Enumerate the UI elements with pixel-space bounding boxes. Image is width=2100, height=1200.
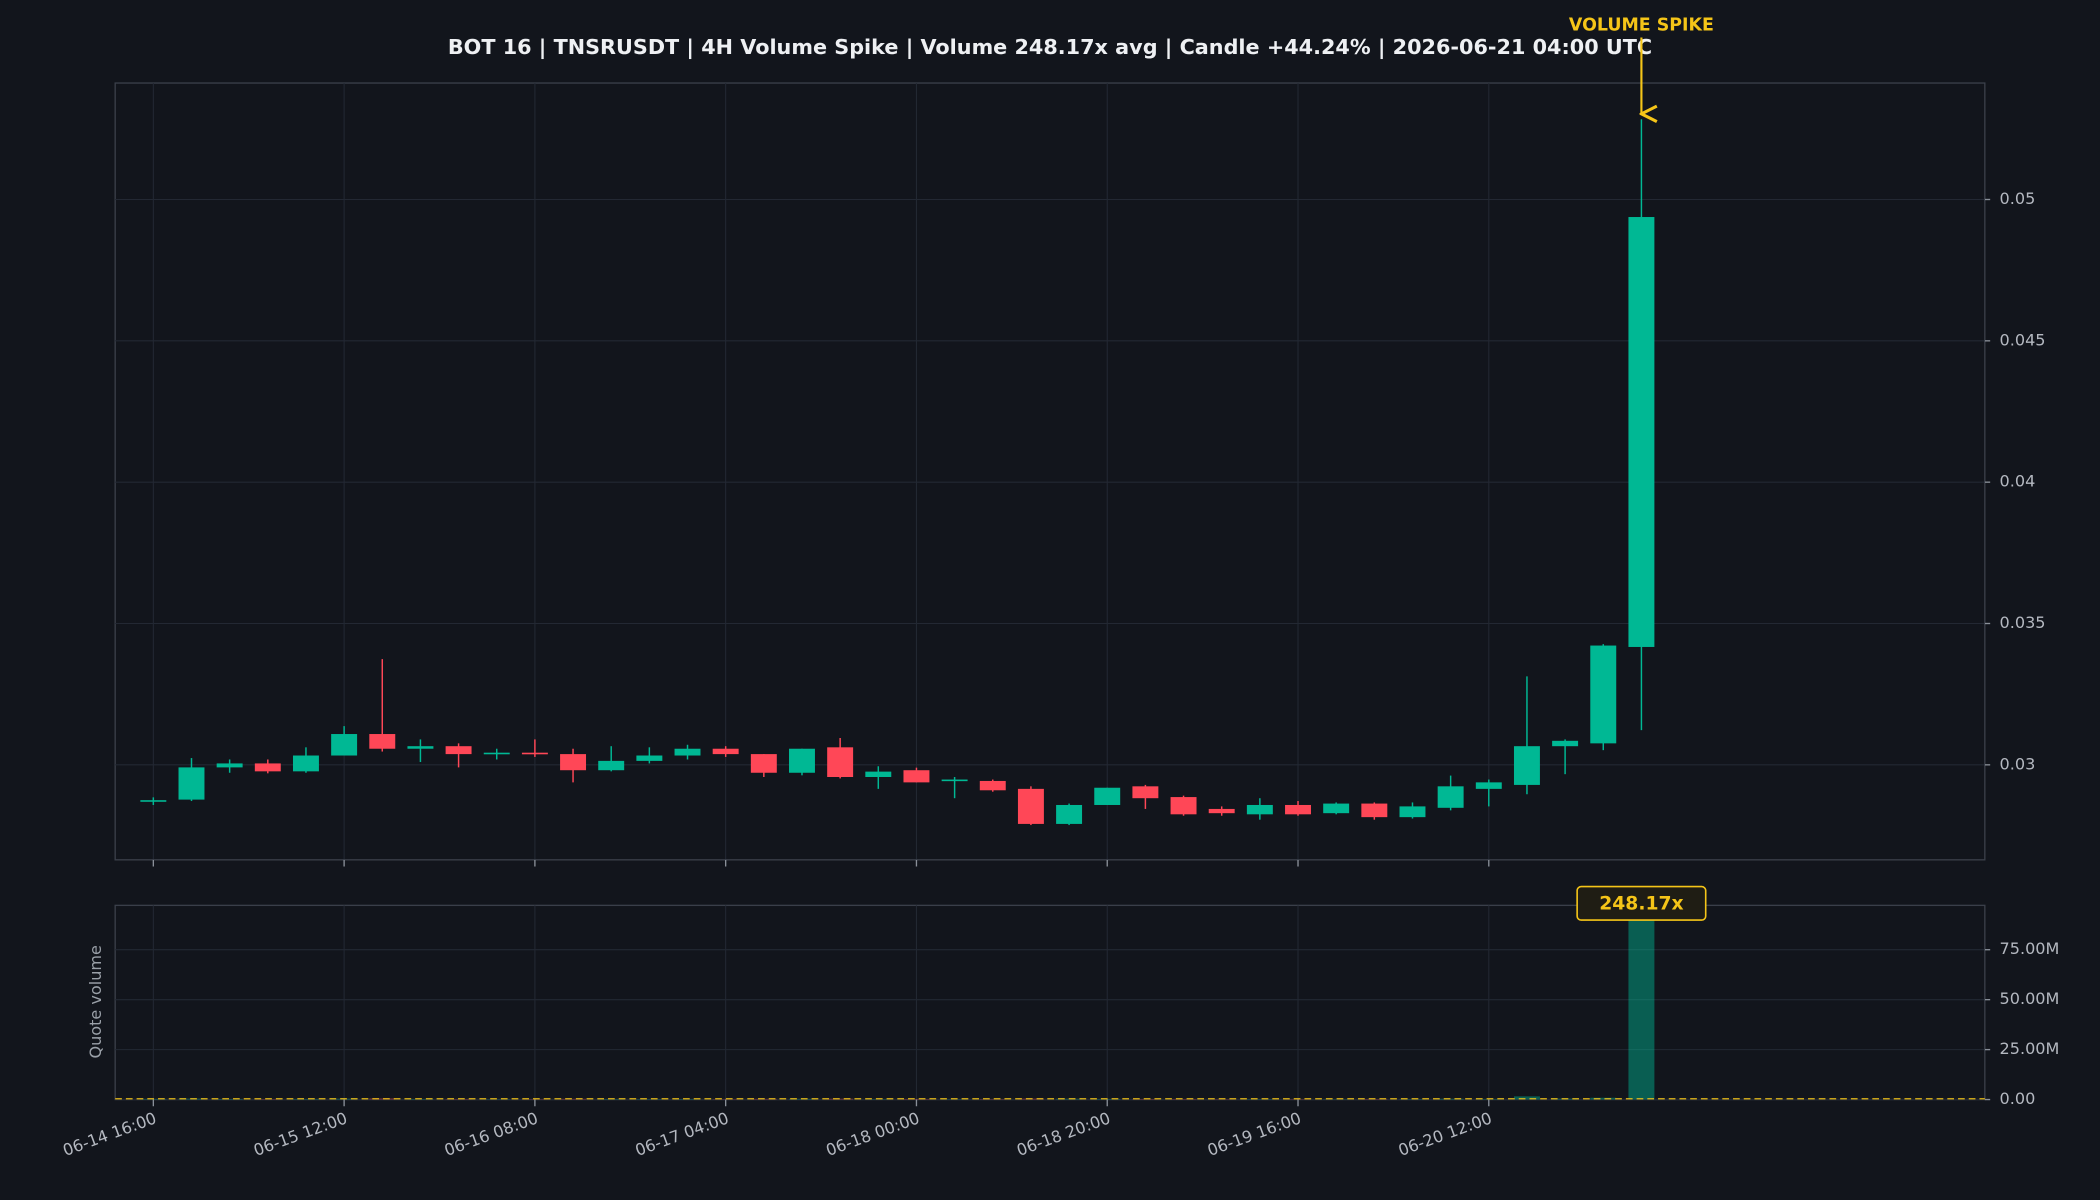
candle-body xyxy=(1246,804,1273,815)
candle-body xyxy=(1094,787,1121,805)
volume-bar xyxy=(1590,1097,1617,1100)
candle-body xyxy=(1285,804,1311,815)
candle-body xyxy=(750,754,777,773)
spike-label-box xyxy=(1576,885,1707,921)
candle-body xyxy=(292,755,319,772)
candle-body xyxy=(941,779,968,782)
candle-body xyxy=(1132,786,1159,799)
candle-body xyxy=(1475,782,1502,789)
candle-body xyxy=(865,771,892,777)
volume-bar xyxy=(369,1098,396,1100)
y-axis-label: Quote volume xyxy=(86,945,105,1059)
candle-body xyxy=(560,754,587,771)
candle-body xyxy=(636,755,663,761)
candle-body xyxy=(827,747,854,777)
candle-body xyxy=(483,752,510,755)
y-tick-label: 50.00M xyxy=(2000,989,2060,1008)
volume-bar xyxy=(1437,1098,1464,1100)
y-tick-label: 0.035 xyxy=(2000,613,2046,632)
candle-body xyxy=(1361,803,1388,818)
candle-body xyxy=(1170,797,1197,815)
volume-bar xyxy=(1628,905,1655,1100)
volume-bar xyxy=(560,1098,587,1100)
y-tick-label: 0.05 xyxy=(2000,189,2036,208)
candle-body xyxy=(712,748,739,755)
volume-bar xyxy=(903,1099,930,1100)
candle-body xyxy=(1208,808,1235,814)
annotation-text: VOLUME SPIKE xyxy=(1569,15,1714,35)
chart-title: BOT 16 | TNSRUSDT | 4H Volume Spike | Vo… xyxy=(448,35,1652,60)
spike-label: 248.17x xyxy=(1599,894,1683,915)
candle-body xyxy=(331,734,358,756)
volume-bar xyxy=(1513,1096,1540,1100)
candle-body xyxy=(369,734,396,749)
candle-body xyxy=(1017,788,1044,824)
candle-body xyxy=(903,770,930,783)
y-tick-label: 0.04 xyxy=(2000,472,2036,491)
volume-panel xyxy=(114,904,1986,1101)
candle-body xyxy=(521,752,548,755)
candle-body xyxy=(254,763,281,772)
candle-body xyxy=(1437,786,1464,808)
y-tick-label: 25.00M xyxy=(2000,1039,2060,1058)
candle-body xyxy=(178,767,205,800)
candle-body xyxy=(789,748,815,773)
candle-body xyxy=(1628,217,1655,647)
y-tick-label: 75.00M xyxy=(2000,939,2060,958)
candle-body xyxy=(1552,740,1579,747)
y-tick-label: 0.03 xyxy=(2000,754,2036,773)
candle-body xyxy=(445,746,472,755)
candle-body xyxy=(1590,645,1617,744)
candle-body xyxy=(140,800,167,802)
candle-body xyxy=(598,760,625,771)
volume-bar xyxy=(216,1098,243,1100)
candle-body xyxy=(1323,803,1350,814)
candle-body xyxy=(979,780,1006,791)
candle-body xyxy=(1056,804,1083,824)
candle-body xyxy=(407,746,434,749)
volume-bar xyxy=(1170,1098,1197,1100)
candle-body xyxy=(674,748,701,756)
candle-body xyxy=(1399,806,1426,818)
y-tick-label: 0.00 xyxy=(2000,1089,2036,1108)
price-panel xyxy=(114,82,1986,861)
candle-body xyxy=(216,763,243,768)
volume-bar xyxy=(292,1098,319,1100)
y-tick-label: 0.045 xyxy=(2000,330,2046,349)
volume-bar xyxy=(827,1098,854,1100)
candle-body xyxy=(1513,746,1540,785)
